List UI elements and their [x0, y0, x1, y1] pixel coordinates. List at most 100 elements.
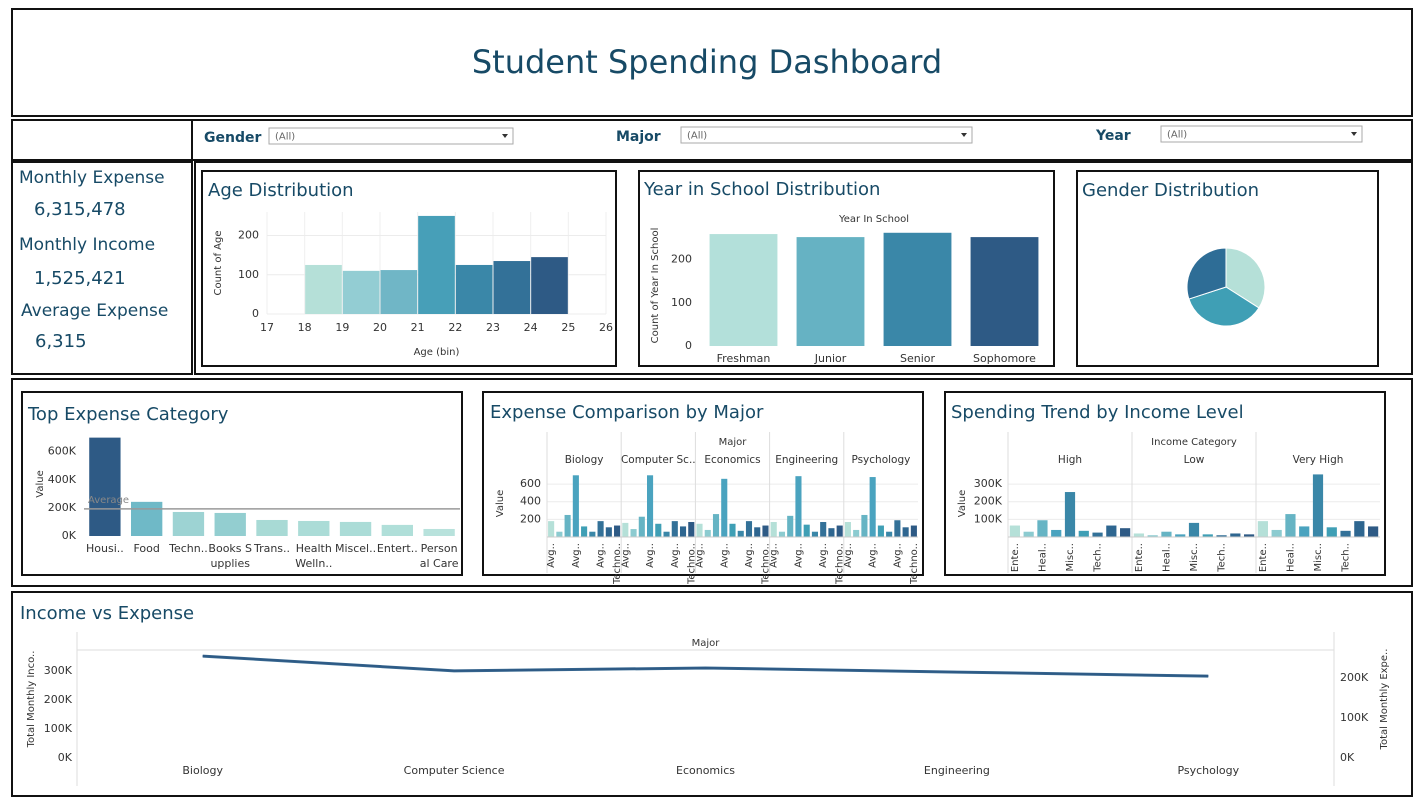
bar	[1051, 529, 1062, 537]
y-tick-label: 0K	[58, 751, 73, 764]
y-tick-label: 0K	[62, 529, 77, 542]
bar	[339, 521, 372, 536]
dropdown-arrow[interactable]	[1351, 132, 1357, 136]
bar	[1368, 526, 1379, 537]
chart-title: Income vs Expense	[20, 603, 194, 624]
bar	[745, 521, 753, 537]
bar	[796, 237, 865, 346]
x-tick-label: Avg..	[695, 543, 706, 568]
dropdown-value[interactable]: (All)	[275, 132, 295, 143]
x-tick-label: Heal..	[1037, 543, 1048, 572]
facet-label: Biology	[565, 454, 604, 466]
chart-title: Expense Comparison by Major	[490, 402, 764, 423]
dropdown-box[interactable]	[1160, 125, 1363, 143]
y-tick-label: 100K	[1340, 711, 1369, 724]
panel	[1076, 170, 1379, 367]
x-tick-label: Avg..	[769, 543, 780, 568]
bar	[589, 531, 596, 537]
x-tick-label: Food	[133, 542, 159, 555]
bar	[910, 525, 917, 537]
bar	[1064, 492, 1076, 537]
bar	[581, 526, 588, 537]
x-tick-label: Avg..	[719, 543, 730, 568]
bar	[214, 512, 246, 536]
y-tick-label: 400	[520, 495, 541, 508]
bar	[886, 531, 893, 537]
kpi-label: Average Expense	[21, 301, 168, 321]
bar	[1023, 531, 1034, 537]
kpi-label: Monthly Expense	[19, 168, 165, 188]
x-tick-label: Tech..	[1341, 543, 1352, 573]
x-tick-label: 17	[260, 321, 274, 334]
bar	[1188, 522, 1200, 537]
facet-label: Psychology	[851, 454, 910, 466]
bar	[1037, 520, 1048, 537]
dropdown-arrow[interactable]	[502, 134, 508, 138]
x-tick-label: Person al Care	[420, 542, 459, 570]
bar	[688, 522, 695, 537]
dashboard-title: Student Spending Dashboard	[472, 43, 942, 81]
x-tick-label: Avg..	[596, 543, 607, 568]
dropdown-box[interactable]	[680, 126, 973, 144]
x-tick-label: Techno..	[612, 543, 623, 585]
bar	[754, 527, 761, 537]
bar	[1120, 528, 1131, 537]
bar	[455, 264, 493, 314]
bar	[828, 528, 835, 537]
bar	[737, 530, 744, 537]
dropdown-arrow[interactable]	[961, 133, 967, 137]
y-tick-label: 0	[252, 307, 259, 320]
y-tick-label: 200	[520, 512, 541, 525]
filter-dropdown[interactable]: (All)	[680, 126, 973, 144]
filter-label: Gender	[204, 130, 261, 146]
x-tick-label: Misc..	[1189, 543, 1200, 571]
x-tick-label: Ente..	[1010, 543, 1021, 572]
dropdown-value[interactable]: (All)	[1167, 130, 1187, 141]
x-tick-label: 19	[335, 321, 349, 334]
facet-header: Income Category	[1151, 437, 1237, 448]
bar	[721, 478, 728, 537]
reference-label: Average	[88, 495, 129, 506]
x-tick-label: Junior	[814, 352, 847, 365]
y-axis-label: Count of Age	[213, 230, 224, 295]
y-axis-label: Value	[957, 490, 968, 517]
x-tick-label: Avg..	[620, 543, 631, 568]
dropdown-value[interactable]: (All)	[687, 131, 707, 142]
bar	[1312, 474, 1324, 537]
bar	[423, 528, 455, 536]
x-tick-label: Heal..	[1161, 543, 1172, 572]
bar	[853, 529, 860, 537]
bar	[622, 522, 629, 537]
y-tick-label: 300K	[974, 477, 1003, 490]
x-tick-label: Economics	[676, 764, 735, 777]
bar	[572, 475, 579, 537]
filter-dropdown[interactable]: (All)	[268, 127, 514, 145]
bar	[1244, 534, 1255, 537]
bar	[671, 521, 678, 537]
facet-label: Low	[1184, 454, 1205, 466]
bar	[1092, 532, 1103, 537]
bar	[381, 524, 413, 536]
y-axis-label: Total Monthly Inco..	[26, 651, 37, 749]
x-tick-label: 21	[411, 321, 425, 334]
dropdown-box[interactable]	[268, 127, 514, 145]
x-tick-label: Freshman	[717, 352, 771, 365]
x-tick-label: Misc..	[1313, 543, 1324, 571]
bar	[696, 523, 703, 537]
y-tick-label: 200K	[974, 495, 1003, 508]
filter-bar	[11, 119, 1413, 161]
kpi-label: Monthly Income	[19, 235, 155, 255]
y-tick-label: 600	[520, 477, 541, 490]
bar	[531, 257, 568, 314]
bar	[861, 514, 868, 537]
x-tick-label: Trans..	[253, 542, 290, 555]
bar	[1009, 525, 1020, 537]
bar	[1230, 533, 1241, 537]
filter-dropdown[interactable]: (All)	[1160, 125, 1363, 143]
facet-label: Economics	[704, 454, 760, 466]
bar	[418, 215, 455, 314]
x-tick-label: Avg..	[645, 543, 656, 568]
bar	[811, 531, 818, 537]
x-tick-label: Housi..	[86, 542, 124, 555]
